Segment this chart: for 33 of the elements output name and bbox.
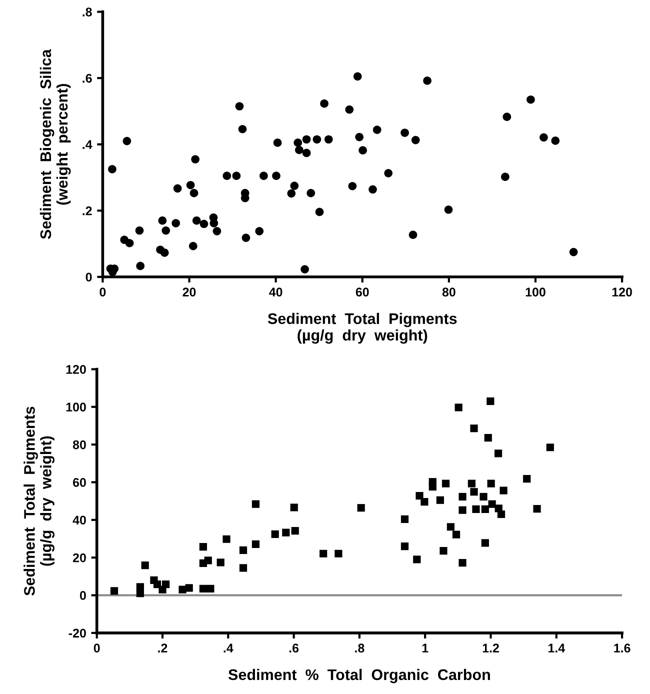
x-tick-label: 120 [612, 288, 632, 297]
x-tick-label: 20 [182, 288, 196, 297]
x-tick-label: .8 [355, 644, 364, 653]
y-tick-label: 80 [72, 440, 86, 450]
x-tick-label: 1 [422, 644, 428, 652]
x-tick-label: 40 [269, 288, 282, 297]
x-tick-label: 1.6 [614, 644, 630, 653]
x-tick-label: .2 [158, 644, 168, 652]
y-tick-label: 20 [72, 553, 86, 562]
x-tick-label: 0 [100, 288, 106, 297]
x-tick-label: .6 [289, 644, 299, 653]
y-tick-label: 0 [80, 591, 86, 600]
y-tick-label: 100 [66, 402, 86, 412]
y-axis-title: Sediment Biogenic Silica (weight percent) [40, 49, 71, 239]
x-axis-title: Sediment Total Pigments (µg/g dry weight) [268, 312, 457, 344]
x-tick-label: .4 [224, 644, 234, 652]
y-tick-label: 0 [86, 272, 92, 282]
y-axis-title: Sediment Total Pigments (µg/g dry weight) [24, 406, 54, 596]
x-tick-label: 1.2 [482, 644, 499, 652]
y-tick-label: 120 [66, 365, 86, 374]
x-tick-label: 80 [442, 288, 456, 297]
y-tick-label: .2 [82, 206, 92, 216]
y-tick-label: 40 [72, 516, 86, 525]
y-tick-label: -20 [68, 628, 86, 638]
x-tick-label: 0 [94, 644, 100, 653]
y-tick-label: .4 [82, 140, 92, 149]
x-tick-label: 1.4 [548, 644, 566, 652]
y-tick-label: .6 [82, 74, 92, 83]
x-axis-title: Sediment % Total Organic Carbon [228, 668, 490, 684]
y-tick-label: .8 [82, 8, 92, 16]
y-tick-label: 60 [72, 478, 86, 487]
x-tick-label: 60 [356, 288, 369, 297]
x-tick-label: 100 [526, 288, 546, 297]
